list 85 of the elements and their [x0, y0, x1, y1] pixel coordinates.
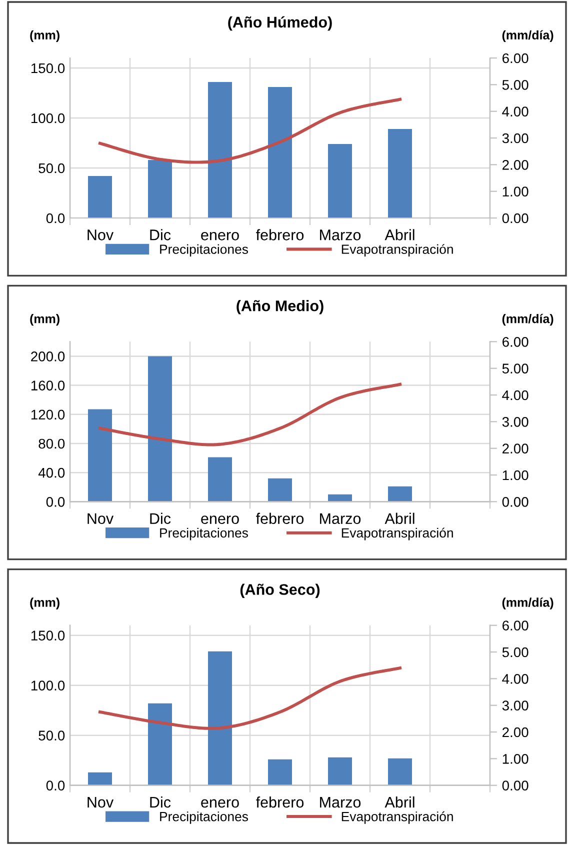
y2-tick-label: 3.00: [502, 417, 528, 427]
bar: [208, 651, 232, 786]
y2-tick-label: 3.00: [502, 133, 528, 144]
bar: [88, 409, 112, 502]
y2-tick-label: 2.00: [502, 727, 528, 738]
y-tick-label: 50.0: [38, 163, 65, 174]
y-tick-label: 0.0: [46, 213, 65, 224]
bar: [268, 87, 292, 218]
bar: [388, 758, 412, 786]
legend-label: Evapotranspiración: [342, 811, 453, 824]
y-tick-label: 120.0: [31, 410, 65, 420]
chart-title: (Año Seco): [240, 584, 320, 598]
x-tick-label: Abril: [384, 512, 414, 524]
y-tick-label: 150.0: [31, 63, 65, 74]
y-tick-label: 0.0: [46, 780, 65, 791]
y-tick-label: 150.0: [31, 630, 65, 641]
x-tick-label: febrero: [256, 229, 304, 240]
y-tick-label: 50.0: [38, 730, 65, 741]
y2-tick-label: 5.00: [502, 364, 528, 374]
y2-tick-label: 2.00: [502, 160, 528, 170]
y-tick-label: 0.0: [46, 497, 65, 507]
y2-tick-label: 0.00: [502, 213, 528, 224]
y2-axis-title: (mm/día): [502, 30, 554, 42]
x-tick-label: enero: [201, 232, 239, 240]
y-tick-label: 200.0: [31, 352, 65, 362]
bar: [208, 82, 232, 218]
bar: [388, 129, 412, 218]
y2-axis-title: (mm/día): [502, 598, 554, 610]
chart-title: (Año Húmedo): [228, 16, 332, 31]
y2-tick-label: 4.00: [502, 390, 528, 400]
y-axis-title: (mm): [30, 30, 60, 42]
y2-axis-title: (mm/día): [502, 314, 554, 326]
legend-label: Precipitaciones: [160, 528, 248, 540]
bar: [88, 176, 112, 218]
x-tick-label: Abril: [384, 229, 414, 240]
x-tick-label: Nov: [88, 513, 114, 524]
y2-tick-label: 0.00: [502, 780, 528, 791]
x-tick-label: Marzo: [320, 230, 361, 240]
legend-label: Evapotranspiración: [342, 244, 453, 257]
x-tick-label: enero: [201, 799, 239, 808]
x-tick-label: Abril: [384, 796, 414, 808]
y-tick-label: 100.0: [31, 113, 65, 124]
legend-label: Precipitaciones: [160, 812, 248, 824]
y2-tick-label: 6.00: [502, 620, 528, 631]
y-axis-title: (mm): [30, 598, 60, 610]
y2-tick-label: 4.00: [502, 674, 528, 684]
y2-tick-label: 5.00: [502, 647, 528, 658]
x-tick-label: Dic: [150, 512, 171, 524]
x-tick-label: Dic: [150, 796, 171, 808]
y2-tick-label: 4.00: [502, 106, 528, 117]
y-tick-label: 100.0: [31, 680, 65, 691]
x-tick-label: Marzo: [320, 513, 361, 524]
x-tick-label: febrero: [256, 512, 304, 524]
bar: [328, 757, 352, 786]
bar: [208, 457, 232, 502]
bar: [388, 486, 412, 502]
x-tick-label: Nov: [88, 797, 114, 808]
y2-tick-label: 6.00: [502, 53, 528, 64]
bar: [148, 356, 172, 502]
y-axis-title: (mm): [30, 314, 60, 326]
x-tick-label: enero: [201, 516, 239, 524]
y2-tick-label: 0.00: [502, 497, 528, 507]
bar: [148, 703, 172, 786]
bar: [88, 772, 112, 786]
y2-tick-label: 1.00: [502, 186, 528, 197]
y2-tick-label: 5.00: [502, 80, 528, 90]
x-tick-label: Nov: [88, 230, 114, 240]
legend-label: Precipitaciones: [160, 244, 248, 257]
y2-tick-label: 1.00: [502, 470, 528, 480]
y2-tick-label: 2.00: [502, 444, 528, 454]
y-tick-label: 40.0: [38, 468, 65, 478]
x-tick-label: febrero: [256, 796, 304, 808]
legend-label: Evapotranspiración: [342, 528, 453, 540]
bar: [268, 478, 292, 502]
y2-tick-label: 1.00: [502, 754, 528, 764]
y2-tick-label: 3.00: [502, 700, 528, 711]
x-tick-label: Dic: [150, 229, 171, 240]
bar: [268, 759, 292, 786]
x-tick-label: Marzo: [320, 797, 361, 808]
y2-tick-label: 6.00: [502, 337, 528, 347]
y-tick-label: 80.0: [38, 438, 65, 449]
bar: [148, 160, 172, 218]
y-tick-label: 160.0: [31, 380, 65, 390]
chart-title: (Año Medio): [236, 300, 324, 314]
bar: [328, 144, 352, 218]
